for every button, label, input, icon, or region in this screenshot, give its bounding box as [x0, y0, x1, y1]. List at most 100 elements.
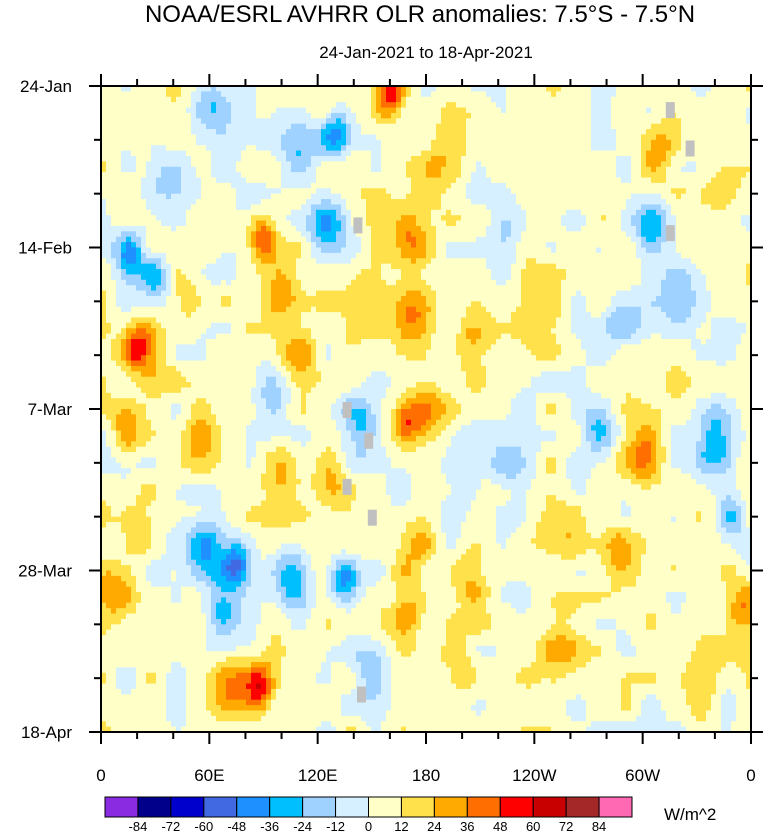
- heatmap-cell: [446, 155, 452, 162]
- heatmap-cell: [221, 166, 227, 173]
- heatmap-cell: [346, 242, 352, 249]
- heatmap-cell: [356, 134, 362, 141]
- heatmap-cell: [586, 274, 592, 281]
- heatmap-cell: [681, 166, 687, 173]
- heatmap-cell: [421, 123, 427, 130]
- heatmap-cell: [331, 118, 337, 125]
- heatmap-cell: [211, 172, 217, 179]
- heatmap-cell: [231, 231, 237, 238]
- heatmap-cell: [166, 155, 172, 162]
- heatmap-cell: [476, 139, 482, 146]
- heatmap-cell: [256, 258, 262, 265]
- heatmap-cell: [456, 263, 462, 270]
- heatmap-cell: [596, 139, 602, 146]
- heatmap-cell: [431, 134, 437, 141]
- heatmap-cell: [411, 123, 417, 130]
- heatmap-cell: [436, 215, 442, 222]
- heatmap-cell: [101, 172, 107, 179]
- heatmap-cell: [161, 258, 167, 265]
- heatmap-cell: [691, 107, 697, 114]
- heatmap-cell: [146, 118, 152, 125]
- heatmap-cell: [576, 166, 582, 173]
- heatmap-cell: [276, 209, 282, 216]
- heatmap-cell: [736, 139, 742, 146]
- heatmap-cell: [336, 102, 342, 109]
- heatmap-cell: [206, 231, 212, 238]
- heatmap-cell: [261, 107, 267, 114]
- heatmap-cell: [261, 166, 267, 173]
- heatmap-cell: [471, 150, 477, 157]
- heatmap-cell: [136, 231, 142, 238]
- heatmap-cell: [311, 107, 317, 114]
- heatmap-cell: [581, 274, 587, 281]
- heatmap-cell: [721, 220, 727, 227]
- heatmap-cell: [261, 86, 267, 92]
- heatmap-cell: [281, 107, 287, 114]
- heatmap-cell: [371, 161, 377, 168]
- heatmap-cell: [626, 134, 632, 141]
- heatmap-cell: [741, 102, 747, 109]
- heatmap-cell: [661, 225, 667, 232]
- heatmap-cell: [506, 91, 512, 98]
- heatmap-cell: [661, 123, 667, 130]
- heatmap-cell: [161, 107, 167, 114]
- heatmap-cell: [116, 290, 122, 297]
- heatmap-cell: [221, 134, 227, 141]
- heatmap-cell: [621, 231, 627, 238]
- heatmap-cell: [556, 252, 562, 259]
- heatmap-cell: [466, 91, 472, 98]
- heatmap-cell: [591, 199, 597, 206]
- heatmap-cell: [446, 188, 452, 195]
- heatmap-cell: [566, 225, 572, 232]
- heatmap-cell: [481, 118, 487, 125]
- heatmap-cell: [191, 258, 197, 265]
- heatmap-cell: [211, 290, 217, 297]
- heatmap-cell: [141, 102, 147, 109]
- heatmap-cell: [581, 269, 587, 276]
- heatmap-cell: [501, 118, 507, 125]
- heatmap-cell: [351, 172, 357, 179]
- heatmap-cell: [186, 279, 192, 286]
- heatmap-cell: [286, 86, 292, 92]
- heatmap-cell: [721, 258, 727, 265]
- heatmap-cell: [486, 112, 492, 119]
- heatmap-cell: [401, 102, 407, 109]
- heatmap-cell: [291, 204, 297, 211]
- heatmap-cell: [561, 258, 567, 265]
- heatmap-cell: [256, 150, 262, 157]
- heatmap-cell: [591, 86, 597, 92]
- heatmap-cell: [326, 118, 332, 125]
- heatmap-cell: [316, 193, 322, 200]
- heatmap-cell: [616, 199, 622, 206]
- heatmap-cell: [551, 193, 557, 200]
- heatmap-cell: [316, 161, 322, 168]
- heatmap-cell: [746, 155, 751, 162]
- heatmap-cell: [546, 139, 552, 146]
- heatmap-cell: [256, 134, 262, 141]
- heatmap-cell: [306, 107, 312, 114]
- heatmap-cell: [586, 242, 592, 249]
- heatmap-cell: [566, 220, 572, 227]
- heatmap-cell: [356, 252, 362, 259]
- heatmap-cell: [361, 134, 367, 141]
- heatmap-cell: [341, 107, 347, 114]
- heatmap-cell: [186, 155, 192, 162]
- heatmap-cell: [461, 96, 467, 103]
- heatmap-cell: [311, 242, 317, 249]
- heatmap-cell: [221, 150, 227, 157]
- heatmap-cell: [456, 279, 462, 286]
- heatmap-cell: [486, 102, 492, 109]
- heatmap-cell: [661, 242, 667, 249]
- heatmap-cell: [191, 166, 197, 173]
- heatmap-cell: [541, 279, 547, 286]
- heatmap-cell: [591, 182, 597, 189]
- heatmap-cell: [131, 145, 137, 152]
- heatmap-cell: [336, 274, 342, 281]
- heatmap-cell: [206, 247, 212, 254]
- heatmap-cell: [651, 209, 657, 216]
- heatmap-cell: [296, 166, 302, 173]
- heatmap-cell: [501, 155, 507, 162]
- heatmap-cell: [406, 172, 412, 179]
- heatmap-cell: [596, 236, 602, 243]
- heatmap-cell: [126, 161, 132, 168]
